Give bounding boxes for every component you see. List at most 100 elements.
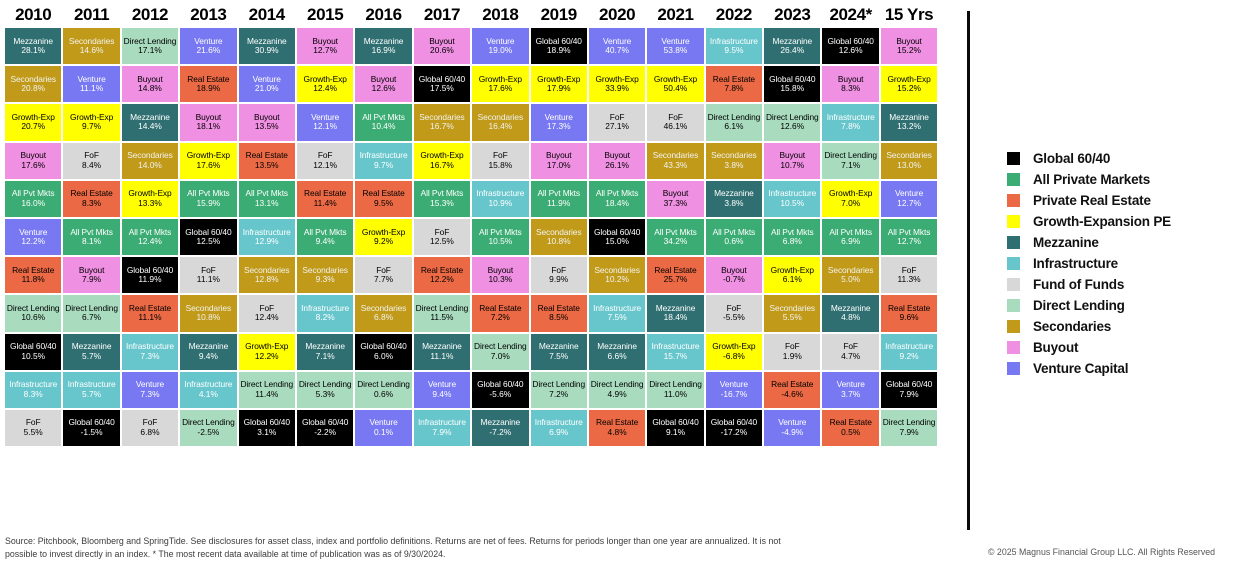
legend-label: Fund of Funds bbox=[1033, 277, 1125, 292]
return-cell-re: Real Estate 11.1% bbox=[121, 295, 179, 332]
return-cell-vc: Venture 53.8% bbox=[647, 28, 704, 65]
return-cell-global: Global 60/40 -2.2% bbox=[296, 409, 354, 447]
cell-return-value: 14.6% bbox=[79, 45, 104, 56]
legend-item-dl: Direct Lending bbox=[1007, 298, 1171, 313]
cell-asset-label: Buyout bbox=[837, 73, 864, 84]
cell-asset-label: All Pvt Mkts bbox=[771, 226, 814, 237]
cell-asset-label: Buyout bbox=[896, 35, 922, 46]
return-cell-fof: FoF 12.5% bbox=[413, 218, 471, 256]
cell-return-value: 15.8% bbox=[488, 159, 513, 170]
cell-return-value: 6.9% bbox=[549, 426, 569, 437]
return-cell-re: Real Estate 12.2% bbox=[413, 257, 471, 294]
cell-return-value: -2.2% bbox=[314, 426, 337, 437]
cell-asset-label: Direct Lending bbox=[415, 302, 469, 313]
cell-return-value: 3.8% bbox=[724, 197, 744, 208]
cell-return-value: 10.5% bbox=[780, 197, 805, 208]
cell-return-value: 15.8% bbox=[780, 83, 805, 94]
return-cell-dl: Direct Lending 11.0% bbox=[647, 371, 704, 408]
cell-return-value: 11.9% bbox=[138, 274, 162, 285]
return-cell-vc: Venture 11.1% bbox=[63, 66, 120, 103]
legend-item-infra: Infrastructure bbox=[1007, 256, 1171, 271]
year-header: 15 Yrs bbox=[884, 4, 934, 24]
cell-return-value: 26.1% bbox=[605, 159, 629, 170]
legend-swatch-icon bbox=[1007, 362, 1020, 375]
cell-return-value: 12.5% bbox=[430, 236, 454, 247]
return-cell-sec: Secondaries 16.7% bbox=[413, 104, 471, 141]
cell-return-value: 7.7% bbox=[373, 274, 394, 285]
return-cell-vc: Venture 19.0% bbox=[472, 28, 529, 65]
cell-return-value: 10.5% bbox=[21, 350, 46, 361]
return-cell-dl: Direct Lending 6.7% bbox=[63, 295, 120, 332]
cell-return-value: -1.5% bbox=[80, 426, 103, 437]
cell-asset-label: FoF bbox=[668, 111, 683, 122]
cell-asset-label: Real Estate bbox=[187, 73, 230, 84]
cell-return-value: 3.7% bbox=[841, 388, 861, 399]
cell-asset-label: Venture bbox=[894, 188, 924, 199]
return-cell-ge: Growth-Exp 33.9% bbox=[588, 66, 646, 103]
return-cell-infra: Infrastructure 8.2% bbox=[296, 295, 354, 332]
return-cell-dl: Direct Lending 4.9% bbox=[588, 371, 646, 408]
return-cell-re: Real Estate 13.5% bbox=[238, 142, 295, 179]
return-cell-fof: FoF 12.1% bbox=[296, 142, 354, 179]
return-cell-buy: Buyout 37.3% bbox=[647, 180, 704, 217]
cell-return-value: 6.0% bbox=[373, 350, 394, 361]
return-cell-re: Real Estate 9.5% bbox=[355, 180, 412, 217]
legend-label: All Private Markets bbox=[1033, 172, 1151, 187]
legend-item-sec: Secondaries bbox=[1007, 319, 1171, 334]
cell-asset-label: Secondaries bbox=[652, 150, 699, 161]
return-cell-global: Global 60/40 17.5% bbox=[413, 66, 471, 103]
return-cell-ge: Growth-Exp 9.2% bbox=[355, 218, 412, 256]
return-cell-vc: Venture 21.6% bbox=[180, 28, 237, 65]
return-cell-mezz: Mezzanine 30.9% bbox=[238, 28, 295, 65]
cell-asset-label: Venture bbox=[311, 111, 340, 122]
cell-return-value: 6.7% bbox=[82, 312, 102, 323]
legend-swatch-icon bbox=[1007, 194, 1020, 207]
cell-return-value: 7.9% bbox=[899, 388, 919, 399]
legend-label: Venture Capital bbox=[1033, 361, 1129, 376]
legend-item-mezz: Mezzanine bbox=[1007, 235, 1171, 250]
return-cell-apm: All Pvt Mkts 0.6% bbox=[705, 218, 763, 256]
legend-label: Private Real Estate bbox=[1033, 193, 1151, 208]
cell-return-value: -5.6% bbox=[489, 388, 512, 399]
year-column: 2021 Venture 53.8% Growth-Exp 50.4% FoF 46.1% S… bbox=[647, 3, 704, 447]
year-column: 2017 Buyout 20.6% Global 60/40 17.5% Secondar… bbox=[413, 3, 471, 447]
cell-asset-label: All Pvt Mkts bbox=[303, 226, 347, 237]
return-cell-ge: Growth-Exp 17.6% bbox=[472, 66, 529, 103]
cell-asset-label: Infrastructure bbox=[826, 111, 875, 122]
year-header: 2013 bbox=[190, 4, 227, 24]
cell-return-value: 15.0% bbox=[605, 236, 629, 247]
cell-return-value: 12.6% bbox=[780, 121, 805, 132]
cell-asset-label: Buyout bbox=[779, 150, 806, 161]
cell-return-value: 15.9% bbox=[196, 197, 221, 208]
cell-asset-label: Direct Lending bbox=[6, 302, 60, 313]
cell-asset-label: Mezzanine bbox=[71, 341, 112, 352]
return-cell-re: Real Estate 9.6% bbox=[880, 295, 938, 332]
return-cell-dl: Direct Lending 7.0% bbox=[472, 333, 529, 370]
cell-asset-label: Venture bbox=[194, 35, 223, 46]
cell-return-value: 9.7% bbox=[82, 121, 102, 132]
return-cell-dl: Direct Lending 0.6% bbox=[355, 371, 412, 408]
return-cell-re: Real Estate 0.5% bbox=[822, 409, 879, 447]
cell-asset-label: Global 60/40 bbox=[302, 417, 349, 428]
cell-asset-label: Global 60/40 bbox=[827, 35, 874, 46]
cell-asset-label: Direct Lending bbox=[474, 341, 527, 352]
cell-return-value: 14.4% bbox=[138, 121, 162, 132]
cell-return-value: 46.1% bbox=[663, 121, 688, 132]
year-column: 2022 Infrastructure 9.5% Real Estate 7.8% Dir… bbox=[705, 3, 763, 447]
year-column: 2016 Mezzanine 16.9% Buyout 12.6% All Pvt Mkt… bbox=[355, 3, 412, 447]
cell-asset-label: Infrastructure bbox=[242, 226, 291, 237]
cell-asset-label: Venture bbox=[486, 35, 515, 46]
return-cell-re: Real Estate 4.8% bbox=[588, 409, 646, 447]
cell-asset-label: FoF bbox=[493, 150, 508, 161]
cell-asset-label: Growth-Exp bbox=[69, 111, 114, 122]
cell-return-value: 12.9% bbox=[254, 236, 279, 247]
return-cell-sec: Secondaries 10.8% bbox=[180, 295, 237, 332]
cell-return-value: 4.8% bbox=[607, 426, 627, 437]
cell-return-value: 17.6% bbox=[488, 83, 513, 94]
cell-asset-label: Real Estate bbox=[712, 73, 755, 84]
return-cell-buy: Buyout 15.2% bbox=[880, 28, 938, 65]
cell-return-value: 7.2% bbox=[490, 312, 510, 323]
cell-return-value: 17.5% bbox=[430, 83, 454, 94]
cell-asset-label: FoF bbox=[376, 264, 391, 275]
year-column: 2010 Mezzanine 28.1% Secondaries 20.8% Growth… bbox=[5, 3, 62, 447]
